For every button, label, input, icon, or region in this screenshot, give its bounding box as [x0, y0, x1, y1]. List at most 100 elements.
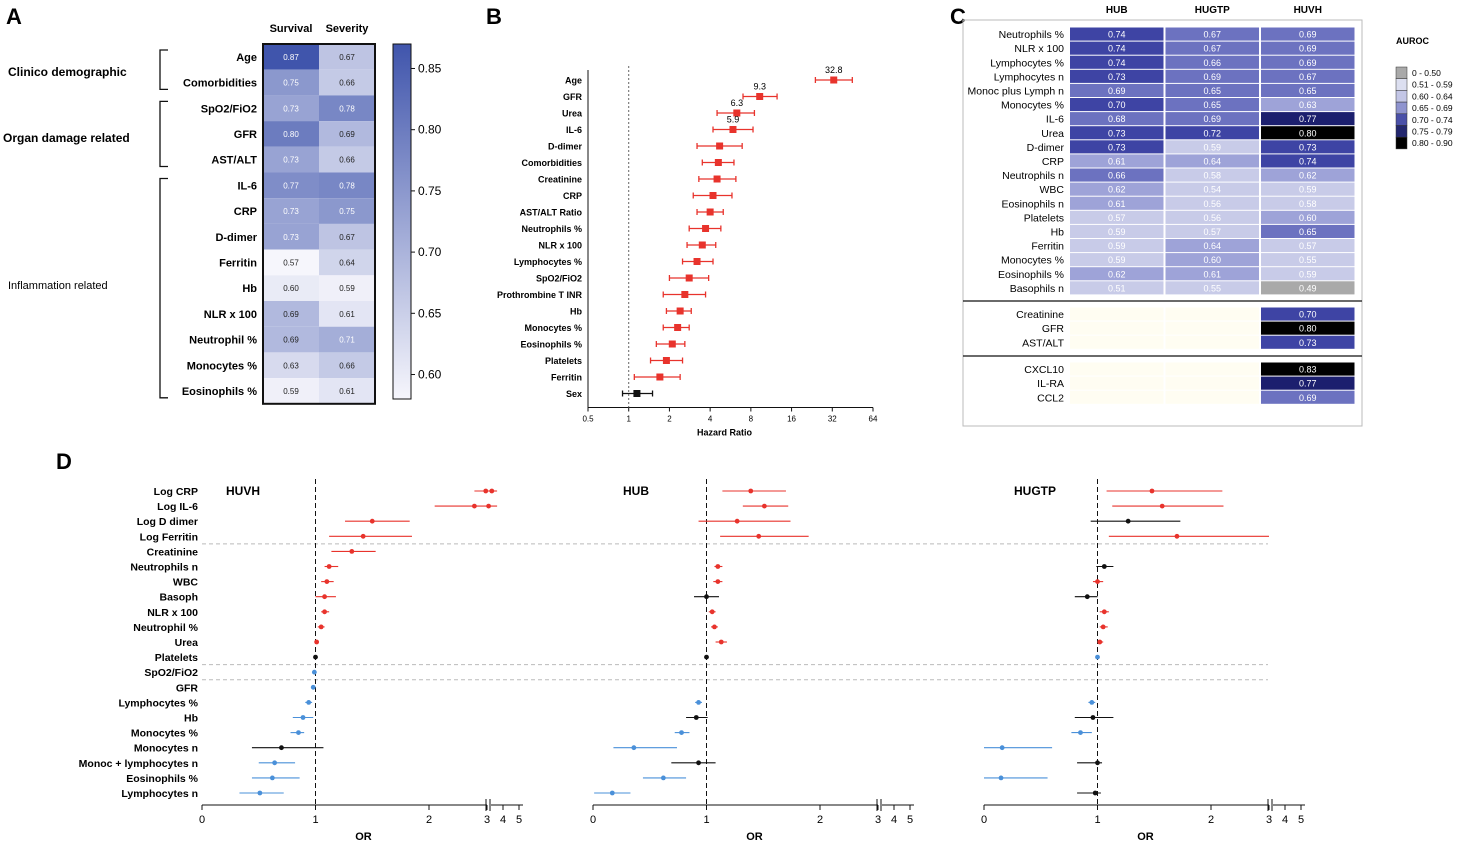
heatmap-cell — [1165, 267, 1259, 281]
cell-value: 0.77 — [1299, 379, 1317, 389]
cell-value: 0.59 — [1299, 269, 1317, 279]
row-label: AST/ALT Ratio — [520, 208, 583, 218]
x-tick-label: 2 — [667, 415, 672, 424]
x-tick-label: 1 — [626, 415, 631, 424]
heatmap-cell — [1070, 182, 1164, 196]
odds-ratio-point — [761, 503, 767, 509]
heatmap-cell — [319, 95, 375, 122]
heatmap-cell — [1070, 267, 1164, 281]
cell-value: 0.72 — [1203, 128, 1221, 138]
row-label: Hb — [570, 307, 582, 317]
x-tick-label: 3 — [484, 814, 490, 826]
odds-ratio-point — [1095, 760, 1100, 766]
cell-value: 0.73 — [283, 156, 299, 165]
row-label: Urea — [175, 637, 199, 649]
heatmap-cell — [1165, 83, 1259, 97]
heatmap-cell — [263, 198, 319, 224]
odds-ratio-point — [748, 488, 754, 494]
row-label: WBC — [1040, 184, 1065, 196]
odds-ratio-point — [715, 579, 721, 584]
heatmap-cell — [1261, 140, 1355, 154]
heatmap-cell — [1261, 41, 1355, 55]
group-bracket — [159, 100, 168, 168]
cell-value: 0.74 — [1108, 44, 1126, 54]
row-label: IL-RA — [1037, 378, 1064, 390]
row-label: SpO2/FiO2 — [144, 667, 198, 679]
cell-value: 0.59 — [283, 387, 299, 396]
heatmap-cell — [1070, 239, 1164, 253]
x-tick-label: 1 — [703, 814, 709, 826]
row-label: GFR — [234, 129, 257, 141]
heatmap-cell — [1165, 140, 1259, 154]
row-label: SpO2/FiO2 — [536, 274, 582, 284]
forest-b: 0.5 1 2 4 8 16 32 64 Hazard Ratio Age 32.8 GFR 9.3 Ur… — [497, 65, 878, 438]
cell-value: 0.51 — [1108, 283, 1126, 293]
heatmap-cell — [1070, 281, 1164, 295]
row-label: Lymphocytes % — [990, 57, 1064, 69]
row-label: Basoph — [159, 592, 198, 604]
odds-ratio-point — [324, 579, 330, 584]
heatmap-cell — [1261, 321, 1355, 335]
heatmap-cell — [1165, 41, 1259, 55]
row-label: Platelets — [1024, 212, 1064, 224]
x-tick-label: 0 — [590, 814, 596, 826]
heatmap-cell — [263, 378, 319, 404]
row-label: WBC — [173, 577, 198, 589]
cell-value: 0.64 — [1203, 241, 1221, 251]
cell-value: 0.78 — [339, 181, 355, 190]
cell-value: 0.80 — [1299, 128, 1317, 138]
cell-value: 0.67 — [339, 233, 355, 242]
cell-value: 0.75 — [339, 207, 355, 216]
legend-swatch — [1395, 66, 1408, 79]
heatmap-cell — [1261, 27, 1355, 41]
heatmap-cell — [1261, 98, 1355, 112]
cell-value: 0.66 — [1203, 58, 1221, 68]
row-label: Platelets — [545, 356, 582, 366]
cell-value: 0.74 — [1299, 156, 1317, 166]
cell-value: 0.73 — [1299, 142, 1317, 152]
odds-ratio-point — [609, 790, 615, 796]
legend-swatch — [1395, 90, 1408, 103]
heatmap-cell — [1070, 98, 1164, 112]
row-label: SpO2/FiO2 — [201, 103, 257, 115]
heatmap-cell — [319, 44, 375, 70]
heatmap-a: Survival Severity Age 0.87 0.67 Comorbidities… — [3, 23, 442, 405]
cell-value: 0.61 — [1203, 269, 1221, 279]
x-tick-label: 1 — [1094, 814, 1100, 826]
heatmap-cell — [1261, 154, 1355, 168]
odds-ratio-point — [300, 715, 306, 720]
heatmap-cell — [1261, 112, 1355, 126]
colorbar-tick-label: 0.60 — [418, 368, 442, 382]
hazard-point — [681, 291, 689, 298]
cell-value: 0.71 — [339, 336, 355, 345]
cell-value: 0.60 — [283, 284, 299, 293]
hazard-point — [733, 109, 741, 117]
heatmap-cell — [319, 378, 375, 404]
heatmap-cell — [263, 172, 319, 199]
cell-value: 0.57 — [283, 258, 299, 267]
heatmap-cell — [1165, 154, 1259, 168]
row-label: IL-6 — [566, 125, 582, 135]
hazard-point — [706, 208, 714, 216]
hazard-point — [685, 274, 693, 282]
x-tick-label: 5 — [1298, 814, 1304, 826]
hazard-point — [674, 324, 682, 331]
heatmap-cell — [1070, 69, 1164, 83]
heatmap-cell — [1165, 335, 1259, 349]
heatmap-cell — [319, 223, 375, 250]
value-annotation: 5.9 — [727, 115, 740, 125]
heatmap-cell — [1070, 27, 1164, 41]
value-annotation: 6.3 — [731, 98, 744, 108]
hazard-point — [713, 175, 721, 183]
cell-value: 0.62 — [1108, 269, 1126, 279]
heatmap-cell — [1070, 41, 1164, 55]
cell-value: 0.60 — [1299, 213, 1317, 223]
heatmap-cell — [1261, 168, 1355, 182]
row-label: Age — [236, 52, 257, 64]
colorbar-tick-label: 0.65 — [418, 306, 442, 320]
x-tick-label: 4 — [891, 814, 897, 826]
cell-value: 0.62 — [1108, 185, 1126, 195]
cell-value: 0.69 — [1299, 393, 1317, 403]
subplot-title: HUB — [623, 484, 649, 498]
heatmap-cell — [1070, 55, 1164, 69]
